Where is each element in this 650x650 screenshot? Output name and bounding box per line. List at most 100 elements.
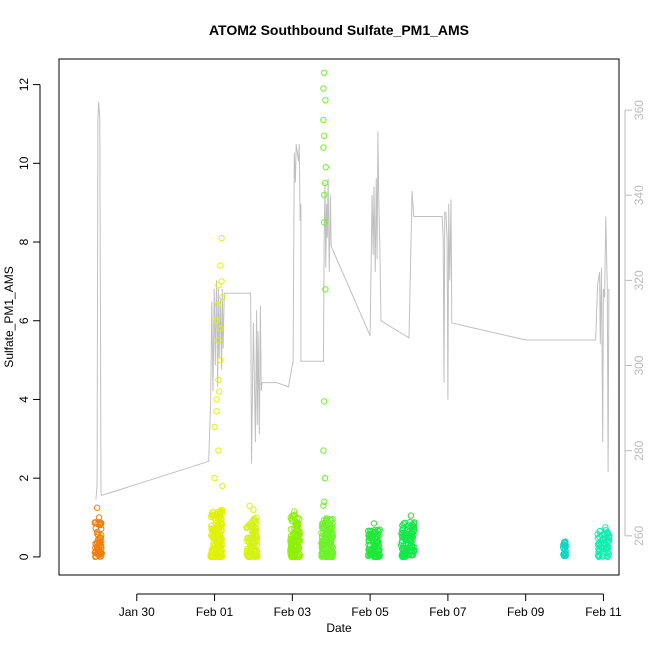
data-point: [217, 325, 224, 332]
data-point: [218, 278, 225, 285]
data-point: [407, 512, 415, 519]
data-point: [409, 528, 416, 535]
data-point: [375, 553, 382, 560]
data-point: [366, 530, 373, 538]
data-point: [320, 144, 327, 151]
y-tick-label: 0: [17, 553, 31, 560]
data-point: [602, 524, 609, 531]
x-tick-label: Feb 05: [351, 605, 389, 619]
data-point: [321, 398, 328, 405]
x-axis-label: Date: [326, 621, 352, 635]
data-point: [406, 518, 414, 526]
data-point: [596, 528, 603, 535]
data-point: [288, 516, 295, 523]
data-point: [91, 549, 99, 556]
data-point: [296, 531, 303, 538]
data-point: [213, 317, 220, 324]
data-point: [401, 532, 408, 540]
data-point: [215, 524, 223, 532]
data-point: [295, 519, 302, 527]
data-point: [250, 551, 257, 559]
data-point: [213, 543, 221, 550]
secondary-trace-line: [95, 101, 610, 500]
y-tick-label: 2: [17, 475, 31, 482]
data-point: [208, 525, 215, 532]
data-point: [323, 515, 330, 522]
data-point: [97, 520, 105, 527]
data-point: [95, 514, 103, 521]
data-point: [327, 522, 334, 529]
data-point: [398, 533, 406, 540]
y2-tick-label: 260: [632, 525, 646, 545]
data-point: [209, 545, 216, 553]
data-point: [97, 549, 105, 557]
data-point: [321, 179, 329, 187]
data-point: [216, 529, 224, 536]
data-point: [251, 532, 259, 540]
data-point: [322, 97, 329, 104]
y-tick-label: 8: [17, 238, 31, 245]
data-point: [406, 536, 413, 544]
data-point: [93, 504, 101, 511]
data-point: [291, 508, 298, 515]
data-point: [215, 282, 222, 289]
data-point: [372, 533, 379, 541]
data-point: [406, 551, 413, 558]
x-tick-label: Jan 30: [119, 605, 155, 619]
data-point: [400, 520, 407, 527]
data-point: [92, 541, 99, 548]
y-tick-label: 4: [17, 396, 31, 403]
data-point: [365, 527, 372, 534]
x-tick-label: Feb 01: [196, 605, 234, 619]
data-point: [215, 376, 222, 383]
data-point: [93, 528, 101, 536]
data-point: [244, 535, 251, 542]
data-point: [368, 527, 375, 534]
data-point: [92, 553, 99, 561]
data-point: [320, 116, 327, 124]
data-point: [214, 531, 222, 538]
y2-tick-label: 340: [632, 185, 646, 205]
axes-layer: Jan 30 Feb 01 Feb 03 Feb 05 Feb 07 Feb 09 Feb …: [17, 78, 646, 619]
data-point: [595, 552, 602, 559]
data-point: [91, 519, 99, 527]
data-point: [370, 520, 378, 527]
y2-tick-label: 320: [632, 270, 646, 290]
data-point: [246, 502, 253, 509]
data-point: [96, 541, 104, 548]
data-point: [324, 528, 331, 535]
data-point: [321, 475, 329, 482]
data-point: [604, 549, 611, 556]
data-point: [561, 551, 568, 558]
x-tick-label: Feb 03: [274, 605, 312, 619]
plot-frame: [58, 58, 620, 576]
data-point: [296, 544, 303, 552]
y-tick-label: 10: [17, 156, 31, 170]
data-point: [594, 535, 602, 542]
data-point: [376, 526, 383, 533]
data-point: [562, 540, 569, 547]
data-point: [398, 542, 405, 549]
data-point: [250, 506, 257, 513]
x-tick-label: Feb 11: [585, 605, 622, 619]
data-point: [372, 542, 379, 550]
data-point: [324, 553, 332, 561]
data-point: [293, 526, 301, 534]
data-point: [605, 533, 612, 541]
data-point: [328, 552, 335, 559]
data-point: [366, 551, 374, 558]
data-point: [211, 475, 218, 482]
data-point: [324, 542, 331, 549]
data-point: [215, 532, 223, 539]
data-point: [329, 533, 337, 540]
data-point: [287, 535, 294, 543]
data-point: [253, 517, 260, 525]
data-point: [602, 527, 610, 534]
data-point: [211, 423, 218, 431]
data-point: [604, 552, 611, 559]
y2-tick-label: 300: [632, 355, 646, 375]
chart-title: ATOM2 Southbound Sulfate_PM1_AMS: [209, 22, 469, 38]
data-point: [320, 447, 327, 454]
data-point: [323, 532, 330, 539]
data-point: [219, 293, 226, 301]
